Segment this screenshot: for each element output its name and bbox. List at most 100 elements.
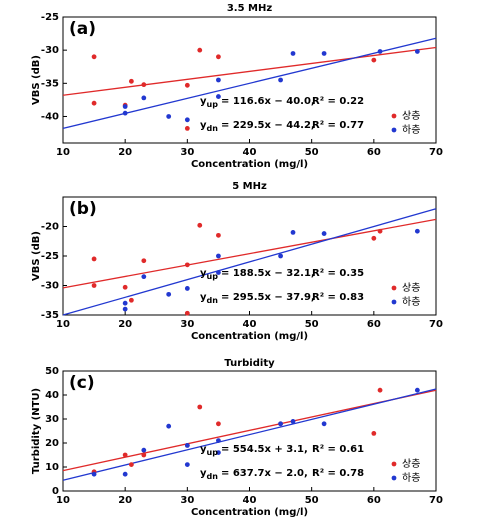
point: [91, 100, 97, 106]
point: [414, 387, 420, 393]
legend-label: 상층: [402, 110, 420, 122]
equation-formula: = 295.5x − 37.9,: [221, 292, 315, 303]
panel-label: (c): [69, 373, 95, 393]
x-tick-label: 50: [305, 319, 319, 330]
point: [166, 291, 172, 297]
x-tick-label: 10: [56, 319, 70, 330]
point: [141, 452, 147, 458]
point: [290, 51, 296, 56]
point: [278, 77, 283, 83]
point: [197, 222, 203, 228]
x-tick-label: 70: [429, 495, 443, 506]
panel-label: (b): [69, 199, 97, 219]
point: [184, 117, 190, 123]
equation-r2: R² = 0.83: [312, 292, 364, 303]
point: [216, 94, 221, 99]
chart-title: 5 MHz: [232, 181, 267, 192]
legend-label: 하층: [402, 123, 420, 136]
equation-sub: up: [207, 448, 219, 457]
legend-box: [386, 107, 432, 139]
x-axis-label: Concentration (mg/l): [191, 159, 308, 170]
legend-marker: [391, 285, 397, 291]
chart-title: 3.5 MHz: [227, 3, 273, 14]
y-tick-label: 40: [45, 390, 59, 401]
legend-label: 하층: [402, 471, 420, 484]
legend-label: 상층: [402, 458, 420, 470]
y-tick-label: 10: [45, 462, 59, 473]
equation: yup = 554.5x + 3.1,: [200, 444, 308, 457]
x-tick-label: 60: [367, 319, 381, 330]
point: [122, 452, 128, 458]
point: [91, 471, 97, 477]
equation: ydn = 637.7x − 2.0,: [200, 468, 308, 481]
equation-r2: R² = 0.61: [312, 444, 364, 455]
x-tick-label: 50: [305, 495, 319, 506]
point: [321, 51, 327, 56]
point: [184, 126, 190, 131]
equation-r2: R² = 0.78: [312, 468, 364, 479]
point: [371, 431, 377, 436]
point: [184, 443, 190, 448]
x-tick-label: 70: [429, 319, 443, 330]
point: [278, 253, 283, 259]
point: [321, 231, 327, 236]
equation-sub: up: [207, 100, 219, 109]
equation: yup = 116.6x − 40.0,: [200, 96, 315, 109]
equation-y: y: [200, 268, 207, 279]
y-tick-label: 0: [52, 486, 59, 497]
equation-y: y: [200, 444, 207, 455]
y-tick-label: 20: [45, 438, 59, 449]
point: [321, 421, 327, 427]
equation: ydn = 229.5x − 44.2,: [200, 120, 315, 133]
equation-sub: dn: [207, 124, 219, 133]
x-tick-label: 20: [118, 495, 132, 506]
equation: yup = 188.5x − 32.1,: [200, 268, 315, 281]
x-tick-label: 50: [305, 147, 319, 158]
point: [371, 57, 377, 63]
legend-marker: [391, 299, 397, 305]
y-axis-label: VBS (dB): [31, 55, 42, 105]
x-axis-label: Concentration (mg/l): [191, 507, 308, 518]
legend-marker: [391, 475, 397, 481]
panel-label: (a): [69, 19, 96, 39]
point: [141, 82, 147, 88]
point: [216, 232, 221, 238]
point: [122, 306, 128, 312]
fit-line: [62, 46, 437, 96]
legend-label: 하층: [402, 295, 420, 308]
equation-y: y: [200, 96, 207, 107]
point: [141, 447, 147, 453]
equation-y: y: [200, 120, 207, 131]
point: [91, 256, 97, 262]
equation-r2: R² = 0.35: [312, 268, 364, 279]
point: [91, 283, 97, 288]
point: [278, 421, 283, 427]
point: [377, 387, 383, 393]
y-tick-label: -25: [41, 251, 59, 262]
point: [377, 49, 383, 54]
y-tick-label: -20: [41, 222, 59, 233]
legend-box: [386, 455, 432, 487]
equation-y: y: [200, 292, 207, 303]
x-tick-label: 60: [367, 147, 381, 158]
x-tick-label: 40: [243, 319, 257, 330]
fit-line: [62, 388, 437, 481]
x-tick-label: 20: [118, 147, 132, 158]
equation-formula: = 116.6x − 40.0,: [221, 96, 315, 107]
y-axis-label: Turbidity (NTU): [31, 388, 42, 474]
x-tick-label: 30: [180, 319, 194, 330]
plot-area: [62, 16, 437, 144]
y-tick-label: -30: [41, 281, 59, 292]
point: [122, 110, 128, 116]
point: [216, 77, 221, 83]
point: [414, 228, 420, 234]
point: [216, 421, 221, 427]
equation-formula: = 554.5x + 3.1,: [221, 444, 308, 455]
point: [197, 47, 203, 53]
panel: 3.5 MHz 10 20 30 40 50 60 70 -40 -35 -30 -25 Concent…: [31, 3, 443, 170]
panel: 5 MHz 10 20 30 40 50 60 70 -35 -30 -25 -20 Concentra…: [31, 181, 443, 342]
x-axis-label: Concentration (mg/l): [191, 331, 308, 342]
point: [184, 286, 190, 291]
point: [122, 284, 128, 290]
